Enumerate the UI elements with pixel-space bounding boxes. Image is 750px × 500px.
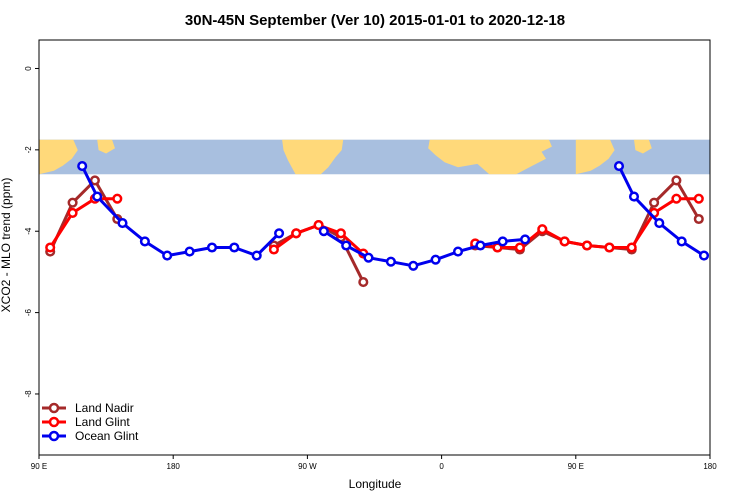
data-point-land-glint <box>291 228 302 239</box>
data-point-land-nadir <box>693 213 704 225</box>
x-tick-label: 180 <box>167 462 181 471</box>
y-tick-label: -2 <box>24 146 33 154</box>
data-point-land-glint <box>268 244 279 255</box>
x-axis: 90 E 180 90 W 0 90 E 180 <box>31 455 717 471</box>
data-point-ocean-glint <box>385 256 396 267</box>
map-strip-land <box>39 139 652 175</box>
data-point-ocean-glint <box>613 161 625 172</box>
data-point-land-nadir <box>358 277 369 288</box>
map-land-shape <box>428 139 552 175</box>
data-point-ocean-glint <box>452 246 464 257</box>
data-point-ocean-glint <box>497 236 508 247</box>
y-tick-label: -4 <box>24 227 33 235</box>
data-point-ocean-glint <box>698 250 710 261</box>
data-point-ocean-glint <box>408 260 419 271</box>
data-point-ocean-glint <box>654 218 665 229</box>
series-line-land-nadir <box>48 178 119 253</box>
x-tick-label: 180 <box>703 462 717 471</box>
series-line-ocean-glint <box>617 165 705 257</box>
chart-title: 30N-45N September (Ver 10) 2015-01-01 to… <box>185 12 565 29</box>
data-point-land-nadir <box>671 175 682 186</box>
y-tick-label: 0 <box>24 66 33 71</box>
x-tick-label: 90 E <box>31 462 47 471</box>
data-point-land-glint <box>671 193 682 204</box>
series-layer <box>45 161 710 288</box>
data-point-land-glint <box>604 242 615 253</box>
data-point-land-nadir <box>89 175 100 186</box>
legend-marker-ocean-glint <box>48 430 60 442</box>
data-point-land-glint <box>626 242 637 253</box>
legend-item-land-nadir: Land Nadir <box>42 401 134 415</box>
legend-marker-land-glint <box>48 416 60 428</box>
data-point-ocean-glint <box>251 250 262 261</box>
legend-marker-land-nadir <box>48 402 60 414</box>
data-point-ocean-glint <box>139 236 150 247</box>
series-line-ocean-glint <box>322 229 526 268</box>
y-tick-label: -6 <box>24 308 33 316</box>
data-point-land-glint <box>313 220 324 231</box>
map-land-shape <box>39 139 78 175</box>
series-line-land-nadir <box>273 223 365 283</box>
series-line-land-glint <box>48 197 118 249</box>
x-tick-label: 0 <box>439 462 444 471</box>
data-point-ocean-glint <box>162 250 173 261</box>
data-point-ocean-glint <box>206 242 218 253</box>
data-point-ocean-glint <box>430 254 441 265</box>
map-land-shape <box>282 139 344 175</box>
data-point-ocean-glint <box>475 240 486 251</box>
legend-label-land-nadir: Land Nadir <box>75 401 134 415</box>
y-axis-label: XCO2 - MLO trend (ppm) <box>0 178 13 313</box>
map-land-shape <box>575 139 615 175</box>
data-point-land-glint <box>581 240 593 251</box>
legend-item-land-glint: Land Glint <box>42 415 130 429</box>
data-point-land-glint <box>45 242 56 253</box>
data-point-land-glint <box>537 224 548 235</box>
data-point-land-glint <box>693 193 704 204</box>
legend-item-ocean-glint: Ocean Glint <box>42 429 139 443</box>
data-point-ocean-glint <box>676 236 687 247</box>
legend: Land Nadir Land Glint Ocean Glint <box>42 401 139 443</box>
data-point-ocean-glint <box>117 218 128 229</box>
x-tick-label: 90 W <box>298 462 317 471</box>
plot-frame <box>38 39 711 456</box>
map-land-shape <box>634 139 652 154</box>
data-point-ocean-glint <box>363 252 374 263</box>
y-axis: 0 -2 -4 -6 -8 <box>24 66 39 398</box>
series-line-land-nadir <box>475 178 701 251</box>
data-point-land-glint <box>112 193 123 204</box>
data-point-ocean-glint <box>274 228 285 239</box>
data-point-ocean-glint <box>77 161 88 172</box>
data-point-land-glint <box>67 207 78 218</box>
data-point-ocean-glint <box>520 234 531 245</box>
data-point-ocean-glint <box>92 191 103 202</box>
data-point-land-nadir <box>649 197 660 208</box>
map-land-shape <box>97 139 115 154</box>
data-point-ocean-glint <box>184 246 195 257</box>
map-strip <box>39 139 710 175</box>
data-point-ocean-glint <box>318 226 329 237</box>
x-tick-label: 90 E <box>568 462 584 471</box>
x-axis-label: Longitude <box>349 477 402 491</box>
data-point-ocean-glint <box>341 240 352 251</box>
data-point-land-nadir <box>67 197 78 208</box>
y-tick-label: -8 <box>24 390 33 398</box>
data-point-ocean-glint <box>229 242 240 253</box>
data-point-land-glint <box>335 228 346 239</box>
data-point-ocean-glint <box>628 191 640 202</box>
legend-label-ocean-glint: Ocean Glint <box>75 429 139 443</box>
data-point-land-glint <box>559 236 570 247</box>
series-line-ocean-glint <box>80 165 281 258</box>
data-point-land-glint <box>514 242 525 253</box>
legend-label-land-glint: Land Glint <box>75 415 130 429</box>
